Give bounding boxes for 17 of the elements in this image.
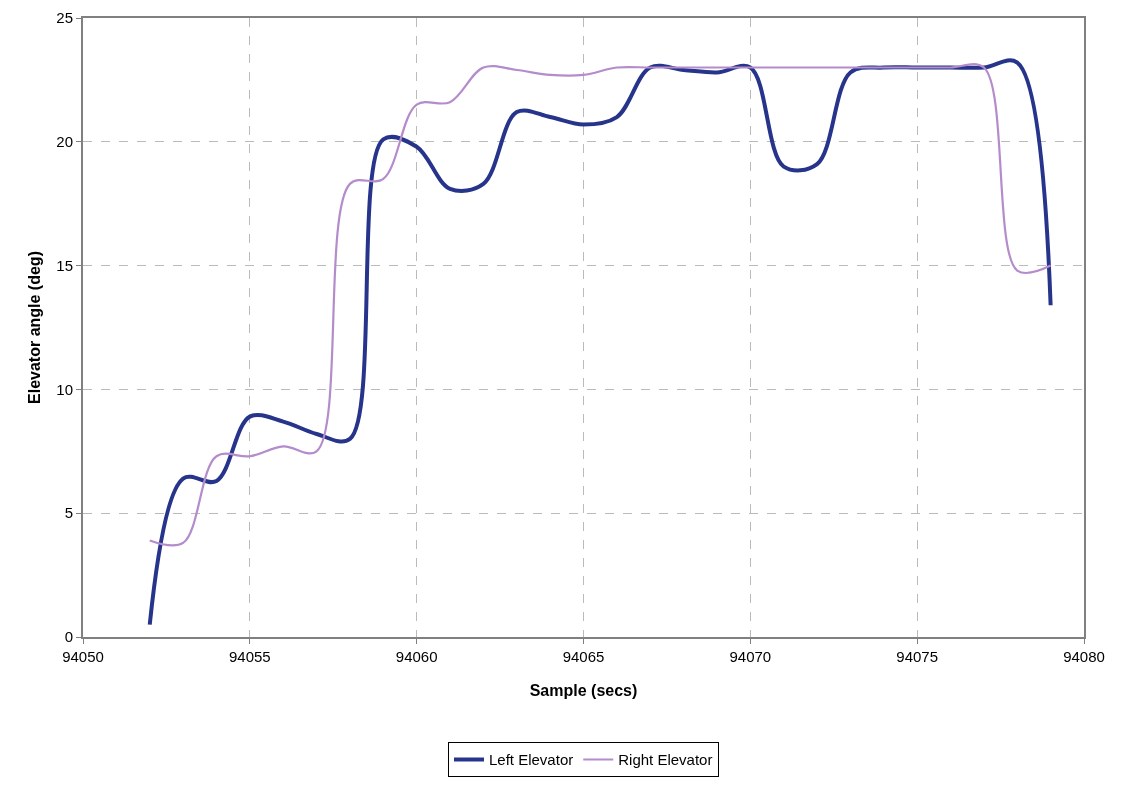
legend-label: Left Elevator xyxy=(489,751,574,769)
x-tick-label: 94050 xyxy=(62,648,104,665)
y-tick-label: 10 xyxy=(56,380,73,398)
x-tick-label: 94075 xyxy=(896,648,939,665)
y-tick-label: 0 xyxy=(64,628,73,646)
y-tick-label: 20 xyxy=(56,133,73,151)
y-tick-label: 15 xyxy=(56,256,73,274)
legend-label: Right Elevator xyxy=(618,751,713,769)
x-tick-label: 94055 xyxy=(228,648,271,665)
x-tick-label: 94070 xyxy=(729,648,772,665)
y-tick-label: 25 xyxy=(56,9,73,27)
y-axis-title: Elevator angle (deg) xyxy=(26,251,43,404)
x-tick-label: 94060 xyxy=(395,648,438,665)
x-axis-title: Sample (secs) xyxy=(529,682,638,699)
x-tick-label: 94065 xyxy=(562,648,605,665)
y-tick-label: 5 xyxy=(64,504,73,522)
x-tick-label: 94080 xyxy=(1063,648,1105,665)
